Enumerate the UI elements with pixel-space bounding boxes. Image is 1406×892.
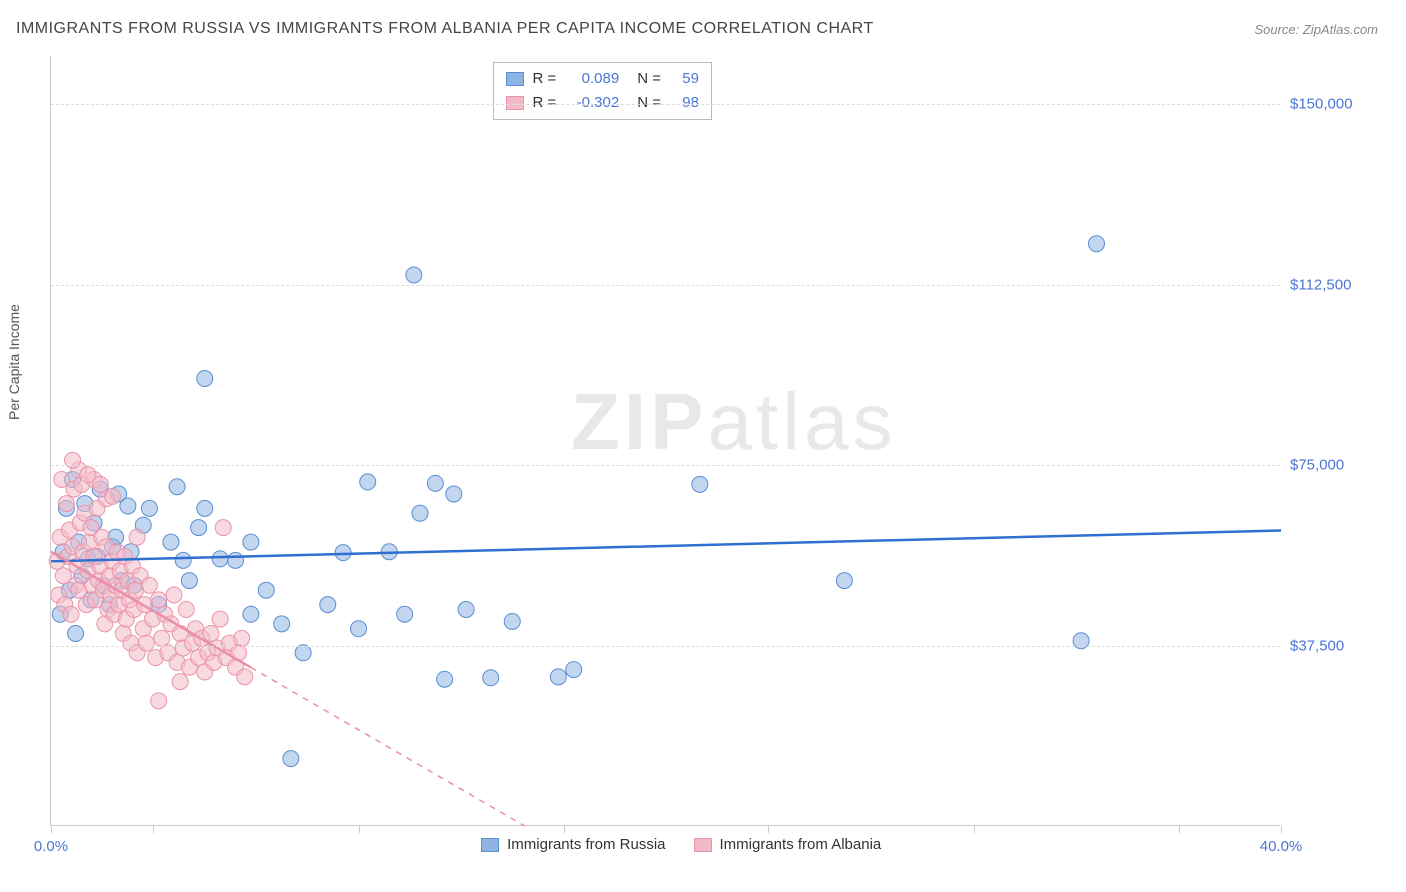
legend-item: Immigrants from Albania [694, 836, 882, 853]
xtick [564, 825, 565, 833]
scatter-point [446, 486, 462, 502]
chart-svg [51, 56, 1280, 825]
scatter-point [166, 587, 182, 603]
xtick [974, 825, 975, 833]
scatter-point [360, 474, 376, 490]
scatter-point [550, 669, 566, 685]
scatter-point [458, 601, 474, 617]
xtick-label: 40.0% [1260, 838, 1303, 855]
scatter-point [203, 626, 219, 642]
scatter-point [154, 630, 170, 646]
gridline [51, 285, 1280, 286]
scatter-point [172, 674, 188, 690]
scatter-point [175, 552, 191, 568]
xtick [1281, 825, 1282, 833]
xtick [51, 825, 52, 833]
xtick [153, 825, 154, 833]
stats-n-label: N = [637, 91, 661, 115]
scatter-point [692, 476, 708, 492]
scatter-point [243, 534, 259, 550]
scatter-point [351, 621, 367, 637]
plot-area: ZIPatlas R =0.089N =59R =-0.302N =98 Imm… [50, 56, 1280, 826]
scatter-point [129, 529, 145, 545]
scatter-point [197, 370, 213, 386]
stats-n-value: 59 [669, 67, 699, 91]
xtick [1179, 825, 1180, 833]
ytick-label: $75,000 [1290, 457, 1390, 474]
scatter-point [80, 467, 96, 483]
ytick-label: $150,000 [1290, 96, 1390, 113]
scatter-point [320, 597, 336, 613]
stats-r-label: R = [532, 67, 556, 91]
stats-r-value: -0.302 [564, 91, 619, 115]
scatter-point [437, 671, 453, 687]
scatter-point [181, 573, 197, 589]
stats-legend-box: R = 0.089 N = 59 R = -0.302 N = 98 [493, 62, 712, 120]
scatter-point [283, 751, 299, 767]
scatter-point [234, 630, 250, 646]
scatter-point [178, 601, 194, 617]
legend-swatch [694, 838, 712, 852]
legend-swatch [506, 96, 524, 110]
xtick-label: 0.0% [34, 838, 68, 855]
xtick [359, 825, 360, 833]
chart-title: IMMIGRANTS FROM RUSSIA VS IMMIGRANTS FRO… [16, 20, 874, 38]
scatter-point [169, 479, 185, 495]
scatter-point [151, 592, 167, 608]
scatter-point [836, 573, 852, 589]
xtick [768, 825, 769, 833]
scatter-point [63, 606, 79, 622]
scatter-point [504, 613, 520, 629]
scatter-point [483, 670, 499, 686]
scatter-point [105, 488, 121, 504]
stats-r-value: 0.089 [564, 67, 619, 91]
legend-label: Immigrants from Russia [507, 836, 665, 853]
scatter-point [191, 520, 207, 536]
scatter-point [58, 496, 74, 512]
scatter-point [197, 500, 213, 516]
scatter-point [295, 645, 311, 661]
legend-item: Immigrants from Russia [481, 836, 665, 853]
scatter-point [427, 475, 443, 491]
scatter-point [243, 606, 259, 622]
scatter-point [212, 551, 228, 567]
scatter-point [215, 520, 231, 536]
scatter-point [412, 505, 428, 521]
scatter-point [141, 577, 157, 593]
scatter-point [397, 606, 413, 622]
scatter-point [237, 669, 253, 685]
scatter-point [258, 582, 274, 598]
stats-row: R = -0.302 N = 98 [506, 91, 699, 115]
regression-line-dashed [251, 667, 525, 826]
legend-swatch [506, 72, 524, 86]
scatter-point [138, 635, 154, 651]
stats-r-label: R = [532, 91, 556, 115]
gridline [51, 646, 1280, 647]
scatter-point [68, 626, 84, 642]
stats-row: R = 0.089 N = 59 [506, 67, 699, 91]
legend-label: Immigrants from Albania [720, 836, 882, 853]
regression-line [51, 531, 1281, 562]
gridline [51, 465, 1280, 466]
scatter-point [228, 552, 244, 568]
bottom-legend: Immigrants from Russia Immigrants from Al… [481, 836, 881, 853]
scatter-point [274, 616, 290, 632]
ytick-label: $112,500 [1290, 276, 1390, 293]
scatter-point [141, 500, 157, 516]
stats-n-value: 98 [669, 91, 699, 115]
y-axis-label: Per Capita Income [6, 304, 22, 420]
gridline [51, 104, 1280, 105]
stats-n-label: N = [637, 67, 661, 91]
scatter-point [151, 693, 167, 709]
source-attribution: Source: ZipAtlas.com [1254, 22, 1378, 37]
legend-swatch [481, 838, 499, 852]
scatter-point [566, 662, 582, 678]
scatter-point [1089, 236, 1105, 252]
scatter-point [212, 611, 228, 627]
ytick-label: $37,500 [1290, 637, 1390, 654]
scatter-point [163, 534, 179, 550]
scatter-point [120, 498, 136, 514]
scatter-point [406, 267, 422, 283]
